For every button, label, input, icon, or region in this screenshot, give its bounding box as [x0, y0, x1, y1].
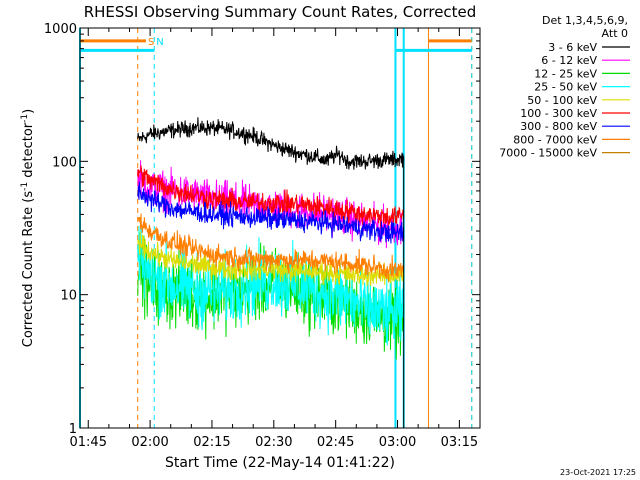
x-tick-label-5: 03:00 [379, 435, 416, 450]
marker-annotation-s: S [148, 37, 154, 48]
legend-label-6: 300 - 800 keV [520, 120, 597, 133]
plot-frame [79, 27, 481, 429]
chart-title: RHESSI Observing Summary Count Rates, Co… [84, 3, 477, 21]
x-tick-label-6: 03:15 [441, 435, 478, 450]
y-tick-label-0: 1 [69, 422, 77, 437]
series-line-0 [137, 117, 405, 170]
x-tick-label-0: 01:45 [70, 435, 107, 450]
x-tick-label-2: 02:15 [193, 435, 230, 450]
footer-date: 23-Oct-2021 17:25 [560, 468, 636, 477]
x-tick-label-4: 02:45 [317, 435, 354, 450]
y-axis-ticks: 1 10 100 1000 [44, 22, 480, 437]
series-line-6 [137, 181, 405, 244]
legend-label-4: 50 - 100 keV [527, 94, 597, 107]
x-tick-label-1: 02:00 [131, 435, 168, 450]
legend-label-8: 7000 - 15000 keV [499, 147, 597, 160]
y-tick-label-3: 1000 [44, 22, 77, 37]
x-axis-ticks: 01:45 02:00 02:15 02:30 02:45 03:00 03:15 [70, 28, 481, 450]
legend-label-1: 6 - 12 keV [541, 54, 597, 67]
y-tick-label-1: 10 [60, 289, 77, 304]
y-axis-label-sup2: -1 [20, 114, 30, 123]
series-line-3 [137, 220, 405, 346]
series-line-5 [137, 165, 405, 229]
y-axis-label-mid: detector [21, 122, 36, 182]
y-axis-label-sup1: -1 [20, 182, 30, 191]
legend-label-5: 100 - 300 keV [520, 107, 597, 120]
legend-title-line1: Det 1,3,4,5,6,9, [542, 14, 628, 27]
x-tick-label-3: 02:30 [255, 435, 292, 450]
y-axis-label-main: Corrected Count Rate (s [21, 191, 36, 348]
marker-annotation-n: N [156, 37, 163, 48]
legend-title-line2: Att 0 [602, 27, 628, 40]
legend-label-0: 3 - 6 keV [548, 41, 597, 54]
legend-label-3: 25 - 50 keV [534, 81, 597, 94]
x-axis-label: Start Time (22-May-14 01:41:22) [165, 455, 395, 471]
legend-label-7: 800 - 7000 keV [513, 133, 597, 146]
y-tick-label-2: 100 [52, 155, 77, 170]
series-line-7 [137, 213, 405, 283]
data-series [137, 117, 405, 428]
y-axis-label: Corrected Count Rate (s-1 detector-1) [20, 109, 36, 347]
legend-label-2: 12 - 25 keV [534, 67, 597, 80]
y-axis-label-end: ) [21, 109, 36, 114]
